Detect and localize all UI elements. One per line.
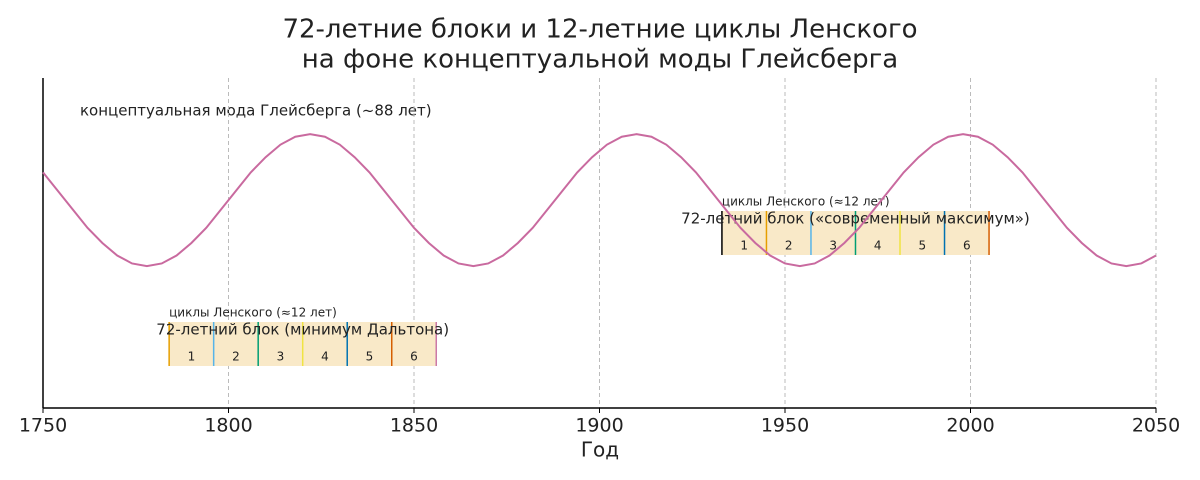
chart-subtitle: на фоне концептуальной моды Глейсберга bbox=[302, 45, 898, 75]
curve-annotation: концептуальная мода Глейсберга (~88 лет) bbox=[80, 102, 432, 120]
x-tick-label: 1850 bbox=[390, 415, 438, 437]
cycle-label: 4 bbox=[321, 350, 329, 364]
cycles-label: циклы Ленского (≈12 лет) bbox=[169, 306, 337, 320]
cycle-label: 2 bbox=[232, 350, 240, 364]
cycle-label: 5 bbox=[366, 350, 374, 364]
cycles-label: циклы Ленского (≈12 лет) bbox=[722, 195, 890, 209]
cycle-label: 3 bbox=[829, 239, 837, 253]
x-tick-label: 1750 bbox=[19, 415, 67, 437]
block-label: 72-летний блок («современный максимум») bbox=[681, 210, 1030, 228]
cycle-label: 3 bbox=[277, 350, 285, 364]
cycle-label: 6 bbox=[410, 350, 418, 364]
cycle-label: 5 bbox=[918, 239, 926, 253]
cycle-label: 2 bbox=[785, 239, 793, 253]
chart-title: 72-летние блоки и 12-летние циклы Ленско… bbox=[282, 15, 917, 45]
cycle-label: 6 bbox=[963, 239, 971, 253]
block-label: 72-летний блок (минимум Дальтона) bbox=[156, 321, 449, 339]
cycle-label: 1 bbox=[188, 350, 196, 364]
cycle-label: 4 bbox=[874, 239, 882, 253]
curve bbox=[42, 133, 1157, 268]
x-tick-label: 1950 bbox=[761, 415, 809, 437]
x-tick-label: 1900 bbox=[575, 415, 623, 437]
x-tick-label: 2050 bbox=[1132, 415, 1180, 437]
x-tick-label: 2000 bbox=[946, 415, 994, 437]
cycle-label: 1 bbox=[740, 239, 748, 253]
x-axis-label: Год bbox=[581, 438, 619, 462]
x-tick-label: 1800 bbox=[204, 415, 252, 437]
